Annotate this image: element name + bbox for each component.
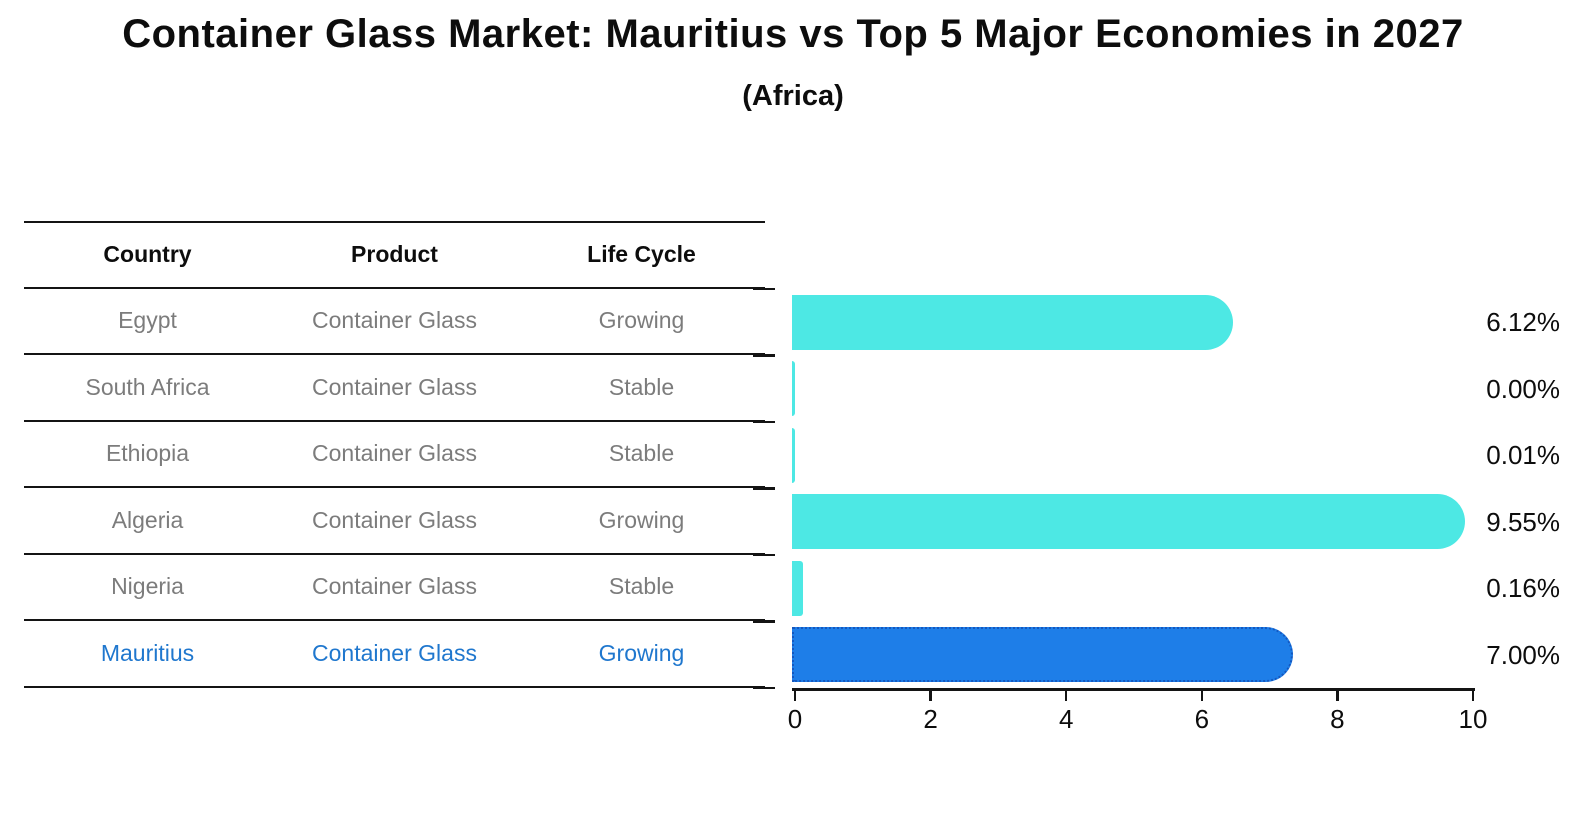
- table-row-ethiopia: Ethiopia Container Glass Stable: [24, 422, 765, 488]
- life-cycle-cell: Growing: [598, 307, 685, 334]
- product-cell: Container Glass: [312, 639, 477, 666]
- x-axis-label-0: 0: [787, 704, 803, 734]
- product-cell: Container Glass: [312, 373, 477, 400]
- life-cycle-cell: Stable: [608, 573, 675, 600]
- life-cycle-cell: Stable: [608, 440, 675, 467]
- country-cell: Egypt: [118, 307, 177, 334]
- x-axis-label-2: 2: [923, 704, 938, 734]
- y-axis-tick: [753, 487, 775, 490]
- y-axis-tick: [753, 620, 775, 623]
- table-row-south-africa: South Africa Container Glass Stable: [24, 355, 765, 422]
- life-cycle-cell: Stable: [608, 373, 675, 400]
- bar-nigeria: [792, 560, 803, 616]
- bar-algeria: [792, 494, 1466, 550]
- value-label-egypt: 6.12%: [1486, 307, 1560, 338]
- chart-title: Container Glass Market: Mauritius vs Top…: [122, 12, 1464, 56]
- table-row-mauritius: Mauritius Container Glass Growing: [24, 621, 765, 688]
- table-row-algeria: Algeria Container Glass Growing: [24, 488, 765, 555]
- table-row-nigeria: Nigeria Container Glass Stable: [24, 555, 765, 621]
- product-cell: Container Glass: [312, 506, 477, 533]
- value-label-south-africa: 0.00%: [1486, 373, 1560, 404]
- x-axis-line: [792, 687, 1475, 691]
- y-axis-tick: [753, 553, 775, 557]
- bar-egypt: [792, 294, 1233, 350]
- value-label-nigeria: 0.16%: [1486, 573, 1560, 604]
- y-axis-tick: [753, 354, 775, 357]
- y-axis-tick: [753, 686, 775, 690]
- x-axis-label-10: 10: [1458, 704, 1488, 734]
- product-cell: Container Glass: [312, 440, 477, 467]
- x-axis-tick-10: [1471, 691, 1475, 701]
- table-row-egypt: Egypt Container Glass Growing: [24, 289, 765, 355]
- country-cell: Nigeria: [111, 573, 184, 600]
- x-axis-label-6: 6: [1194, 704, 1210, 734]
- country-cell: Mauritius: [100, 639, 195, 666]
- table-header-country: Country: [103, 241, 192, 268]
- x-axis-label-8: 8: [1330, 704, 1345, 734]
- value-label-ethiopia: 0.01%: [1486, 440, 1560, 471]
- value-label-algeria: 9.55%: [1486, 506, 1560, 537]
- country-table: Country Product Life Cycle Egypt Contain…: [24, 221, 765, 688]
- bar-mauritius: [792, 627, 1293, 683]
- y-axis-tick: [753, 287, 775, 291]
- table-header-row: Country Product Life Cycle: [24, 223, 765, 289]
- x-axis-tick-0: [793, 691, 797, 701]
- table-header-life-cycle: Life Cycle: [587, 241, 696, 268]
- table-body: Egypt Container Glass Growing South Afri…: [24, 289, 765, 688]
- y-axis-tick: [753, 420, 775, 424]
- x-axis-tick-6: [1200, 691, 1204, 701]
- product-cell: Container Glass: [312, 573, 477, 600]
- x-axis-tick-4: [1064, 691, 1068, 701]
- bar-ethiopia: [792, 427, 795, 483]
- value-label-mauritius: 7.00%: [1486, 639, 1560, 670]
- x-axis-tick-2: [929, 691, 932, 701]
- country-cell: Ethiopia: [105, 440, 190, 467]
- product-cell: Container Glass: [312, 307, 477, 334]
- x-axis-tick-8: [1336, 691, 1339, 701]
- life-cycle-cell: Growing: [598, 639, 685, 666]
- country-cell: South Africa: [85, 373, 210, 400]
- x-axis-label-4: 4: [1058, 704, 1074, 734]
- table-header-product: Product: [351, 241, 438, 268]
- bar-south-africa: [792, 361, 795, 417]
- chart-subtitle: (Africa): [742, 80, 844, 112]
- country-cell: Algeria: [111, 506, 184, 533]
- life-cycle-cell: Growing: [598, 506, 685, 533]
